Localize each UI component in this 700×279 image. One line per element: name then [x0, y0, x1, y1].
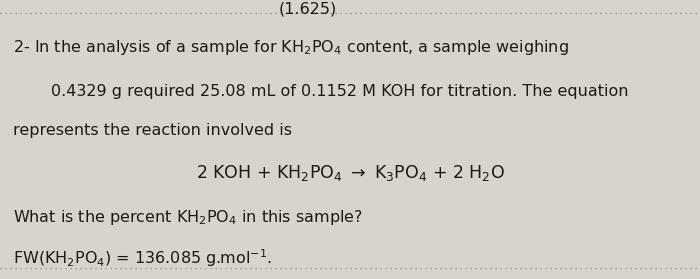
- Text: represents the reaction involved is: represents the reaction involved is: [13, 123, 292, 138]
- Text: 2 KOH + KH$_2$PO$_4$ $\rightarrow$ K$_3$PO$_4$ + 2 H$_2$O: 2 KOH + KH$_2$PO$_4$ $\rightarrow$ K$_3$…: [195, 163, 505, 183]
- Text: 2- In the analysis of a sample for KH$_2$PO$_4$ content, a sample weighing: 2- In the analysis of a sample for KH$_2…: [13, 38, 568, 57]
- Text: What is the percent KH$_2$PO$_4$ in this sample?: What is the percent KH$_2$PO$_4$ in this…: [13, 208, 363, 227]
- Text: (1.625): (1.625): [279, 1, 337, 16]
- Text: FW(KH$_2$PO$_4$) = 136.085 g.mol$^{-1}$.: FW(KH$_2$PO$_4$) = 136.085 g.mol$^{-1}$.: [13, 247, 272, 269]
- Text: 0.4329 g required 25.08 mL of 0.1152 M KOH for titration. The equation: 0.4329 g required 25.08 mL of 0.1152 M K…: [51, 84, 629, 99]
